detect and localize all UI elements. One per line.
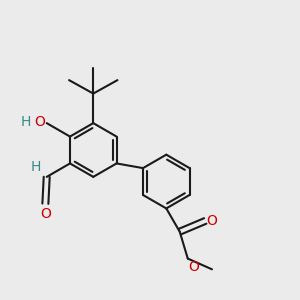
Text: O: O — [188, 260, 199, 274]
Text: H: H — [30, 160, 41, 175]
Text: O: O — [34, 115, 45, 129]
Text: O: O — [207, 214, 218, 228]
Text: O: O — [40, 207, 51, 221]
Text: H: H — [21, 115, 31, 129]
